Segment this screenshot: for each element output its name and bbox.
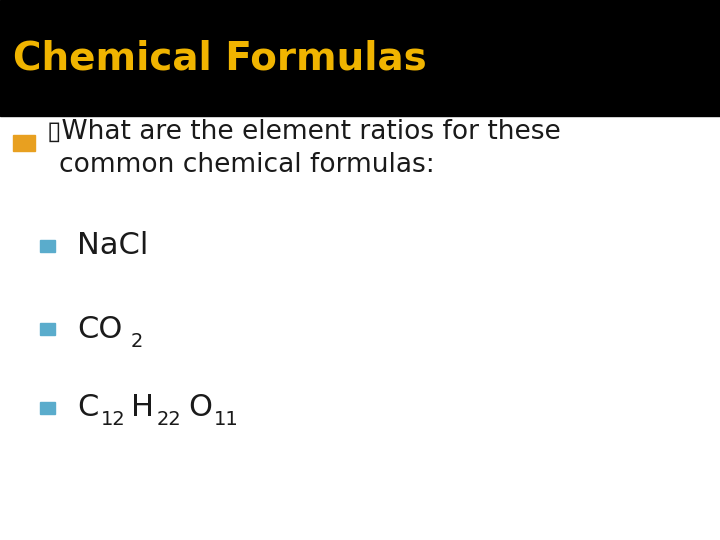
Text: 12: 12 (101, 410, 125, 429)
Text: CO: CO (77, 315, 122, 344)
FancyBboxPatch shape (13, 135, 35, 151)
Text: C: C (77, 393, 99, 422)
Text: O: O (189, 393, 212, 422)
FancyBboxPatch shape (40, 323, 55, 335)
Text: 11: 11 (214, 410, 238, 429)
Text: common chemical formulas:: common chemical formulas: (59, 152, 435, 178)
FancyBboxPatch shape (40, 402, 55, 414)
Text: ▯What are the element ratios for these: ▯What are the element ratios for these (47, 119, 561, 145)
Text: 2: 2 (131, 332, 143, 351)
Text: H: H (131, 393, 154, 422)
Text: NaCl: NaCl (77, 231, 148, 260)
FancyBboxPatch shape (40, 240, 55, 252)
FancyBboxPatch shape (0, 0, 720, 116)
Text: 22: 22 (156, 410, 181, 429)
Text: Chemical Formulas: Chemical Formulas (13, 39, 427, 77)
